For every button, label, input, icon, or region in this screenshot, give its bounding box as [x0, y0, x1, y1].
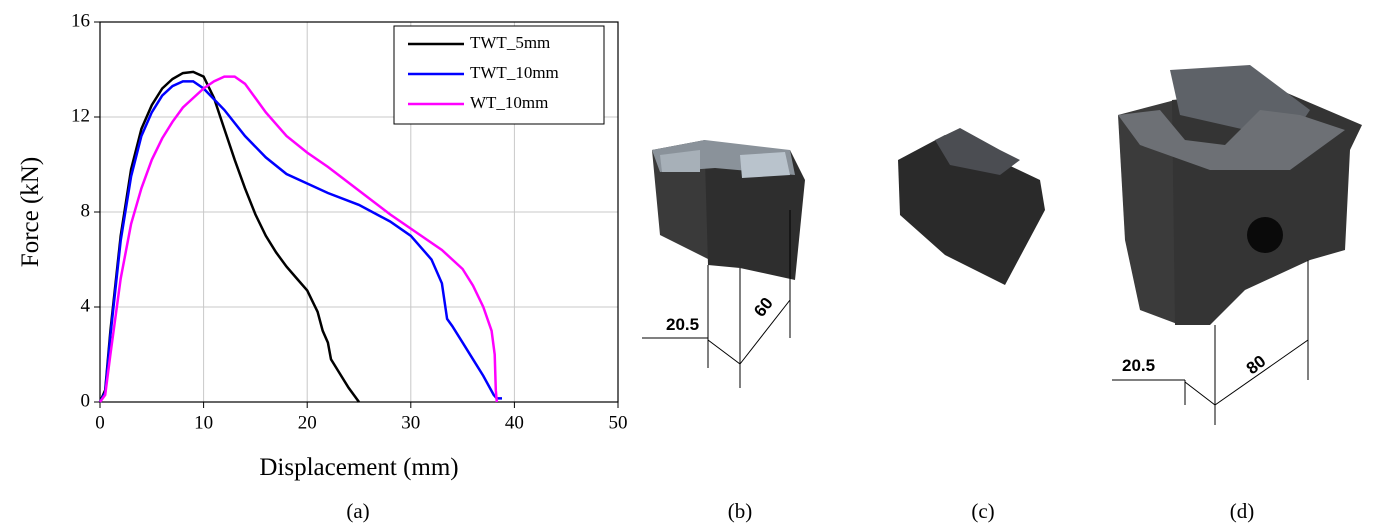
panel-label: (b) [728, 499, 753, 523]
y-tick-label: 12 [71, 105, 90, 126]
photo-c [898, 128, 1045, 285]
legend-label: TWT_5mm [470, 33, 550, 52]
y-axis-title: Force (kN) [17, 157, 44, 267]
x-tick-label: 10 [194, 412, 213, 433]
y-tick-label: 8 [81, 200, 91, 221]
y-tick-label: 4 [81, 295, 91, 316]
photo-b [642, 140, 805, 388]
legend-label: TWT_10mm [470, 63, 559, 82]
panel-label: (a) [346, 499, 369, 523]
photo-d [1112, 65, 1362, 425]
dimension-label: 60 [750, 294, 777, 321]
plot: 0 10 20 30 40 50 0 4 8 12 16 Displacement (mm) Force… [17, 10, 628, 481]
dimension-label: 20.5 [666, 315, 699, 334]
x-axis-title: Displacement (mm) [259, 454, 458, 481]
dimension-label: 20.5 [1122, 356, 1155, 375]
x-tick-label: 0 [95, 412, 105, 433]
y-tick-label: 0 [81, 390, 91, 411]
x-tick-label: 40 [505, 412, 524, 433]
x-tick-label: 30 [401, 412, 420, 433]
y-tick-label: 16 [71, 10, 90, 31]
legend-label: WT_10mm [470, 93, 548, 112]
x-tick-label: 50 [609, 412, 628, 433]
panel-label: (d) [1230, 499, 1255, 523]
line [98, 75, 499, 403]
line [98, 80, 502, 403]
x-tick-label: 20 [298, 412, 317, 433]
panel-label: (c) [971, 499, 994, 523]
line [98, 70, 361, 403]
dimension-label: 80 [1243, 352, 1270, 379]
